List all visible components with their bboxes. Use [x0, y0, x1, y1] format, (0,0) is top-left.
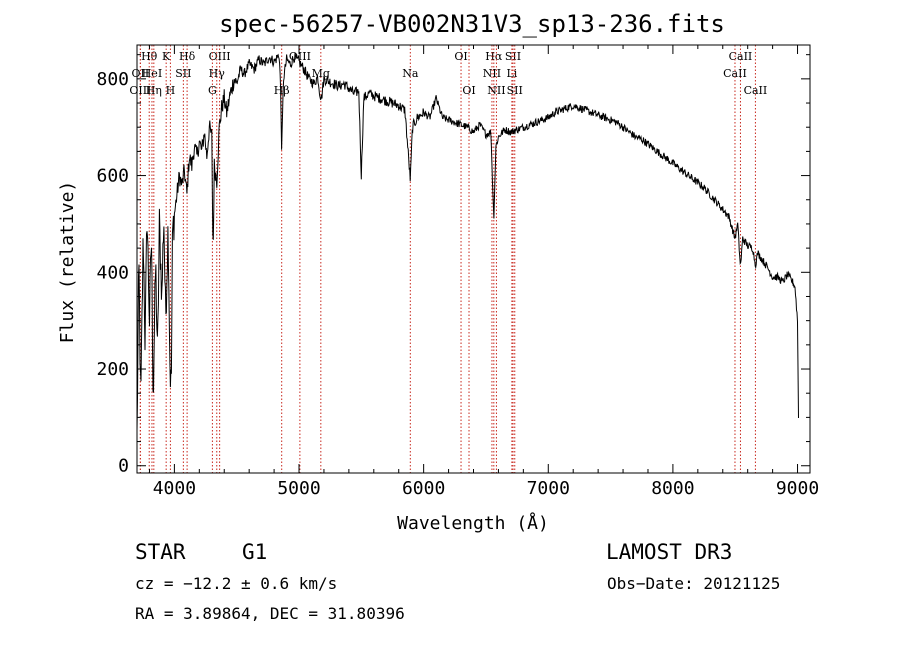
y-axis-label: Flux (relative) [57, 181, 78, 344]
x-tick-label: 6000 [402, 478, 445, 499]
spectral-line-label: Mg [312, 67, 330, 80]
x-axis-label: Wavelength (Å) [397, 512, 549, 534]
y-tick-label: 600 [96, 166, 129, 187]
x-tick-label: 7000 [527, 478, 570, 499]
chart-title: spec-56257-VB002N31V3_sp13-236.fits [219, 10, 725, 38]
spectral-line-label: OI [462, 84, 475, 97]
plot-frame [136, 44, 811, 474]
redshift-info: cz = −12.2 ± 0.6 km/s [135, 574, 337, 593]
spectral-line-label: SII [505, 50, 521, 63]
spectral-line-label: K [162, 50, 171, 63]
object-class: STAR [135, 540, 186, 564]
y-tick-label: 200 [96, 359, 129, 380]
y-tick-label: 800 [96, 69, 129, 90]
x-tick-label: 4000 [153, 478, 196, 499]
spectral-line-label: Hδ [179, 50, 196, 63]
spectral-line-label: Li [506, 67, 517, 80]
spectral-line-label: Hη [146, 84, 162, 97]
spectral-line-label: Hα [485, 50, 503, 63]
spectral-line-label: SII [507, 84, 523, 97]
spectral-line-label: CaII [744, 84, 768, 97]
spectral-line-label: CaII [723, 67, 747, 80]
spectral-line-label: HeI [142, 67, 162, 80]
x-tick-label: 9000 [776, 478, 819, 499]
spectral-line-label: NII [483, 67, 501, 80]
y-tick-label: 400 [96, 262, 129, 283]
spectral-line-label: Na [402, 67, 419, 80]
coordinates: RA = 3.89864, DEC = 31.80396 [135, 604, 405, 623]
y-tick-label: 0 [118, 456, 129, 477]
spectrum-line [136, 52, 799, 431]
axis-ticks: 4000 5000 6000 7000 8000 9000 0 200 400 600 800 [96, 45, 819, 499]
spectral-line-label: H [166, 84, 176, 97]
object-subclass: G1 [242, 540, 267, 564]
obs-date: Obs−Date: 20121125 [607, 574, 780, 593]
spectral-line-label: Hβ [274, 84, 290, 97]
x-tick-label: 5000 [277, 478, 320, 499]
spectral-line-label: CaII [729, 50, 753, 63]
spectral-line-label: OIII [129, 84, 151, 97]
spectral-line-label: SII [175, 67, 191, 80]
spectral-line-label: Hθ [141, 50, 158, 63]
spectral-line-label: NII [487, 84, 505, 97]
x-tick-label: 8000 [651, 478, 694, 499]
spectral-line-label: OIII [209, 50, 231, 63]
spectral-line-label: OI [454, 50, 467, 63]
survey-name: LAMOST DR3 [606, 540, 732, 564]
spectrum-series [136, 52, 799, 431]
spectral-line-label: G [208, 84, 217, 97]
spectral-line-label: Hγ [209, 67, 226, 80]
